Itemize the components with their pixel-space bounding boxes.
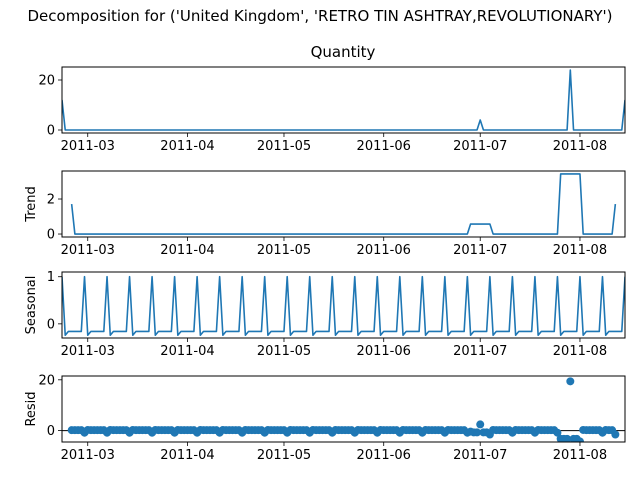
observed-xtick-label: 2011-07 [453,139,507,154]
seasonal-xtick-label: 2011-04 [160,344,214,359]
trend-series-line [70,173,617,235]
trend-data [70,173,617,235]
resid-panel: 0 20 2011-03 2011-04 2011-05 2011-06 2011-07 20… [24,373,626,463]
observed-ytick-label: 0 [47,124,55,139]
observed-xtick-label: 2011-08 [553,139,607,154]
seasonal-axes-frame [61,271,626,339]
observed-ytick-label: 20 [38,74,55,89]
trend-xtick-label: 2011-06 [357,243,411,258]
seasonal-xtick-label: 2011-08 [553,344,607,359]
observed-xtick-label: 2011-04 [160,139,214,154]
resid-xtick-label: 2011-03 [61,448,115,463]
resid-point [473,428,482,437]
seasonal-xtick-label: 2011-07 [453,344,507,359]
trend-ytick-label: 2 [47,193,55,208]
observed-panel: 0 20 2011-03 2011-04 2011-05 2011-06 2011-07 20… [38,66,626,154]
resid-xtick-label: 2011-07 [453,448,507,463]
observed-xtick-label: 2011-03 [61,139,115,154]
seasonal-ylabel: Seasonal [24,276,39,335]
resid-point [566,377,575,386]
observed-panel-title: Quantity [311,43,376,61]
observed-axes-frame [61,66,626,134]
resid-data [62,377,625,442]
trend-xtick-label: 2011-07 [453,243,507,258]
resid-xtick-label: 2011-05 [257,448,311,463]
resid-point [563,434,572,442]
resid-axes-frame [61,375,626,443]
seasonal-ytick-label: 1 [47,270,55,285]
trend-xtick-label: 2011-03 [61,243,115,258]
seasonal-xtick-label: 2011-05 [257,344,311,359]
resid-ytick-label: 0 [47,424,55,439]
observed-series-line [62,69,625,131]
seasonal-ytick-label: 0 [47,317,55,332]
trend-xtick-label: 2011-04 [160,243,214,258]
trend-axes-frame [61,170,626,238]
resid-ylabel: Resid [24,391,39,426]
figure-suptitle: Decomposition for ('United Kingdom', 'RE… [27,7,612,25]
resid-point [553,428,562,437]
resid-xtick-label: 2011-04 [160,448,214,463]
seasonal-series-line [62,275,625,336]
trend-ytick-label: 0 [47,228,55,243]
resid-point [476,420,485,429]
trend-panel: 0 2 2011-03 2011-04 2011-05 2011-06 2011-07 201… [24,170,626,258]
resid-xtick-label: 2011-06 [357,448,411,463]
observed-xtick-label: 2011-06 [357,139,411,154]
resid-ytick-label: 20 [38,373,55,388]
trend-ylabel: Trend [24,186,39,223]
trend-xtick-label: 2011-08 [553,243,607,258]
resid-point [575,437,584,442]
resid-xtick-label: 2011-08 [553,448,607,463]
resid-point [611,430,620,439]
seasonal-data [62,275,625,336]
seasonal-xtick-label: 2011-03 [61,344,115,359]
observed-xtick-label: 2011-05 [257,139,311,154]
trend-xtick-label: 2011-05 [257,243,311,258]
observed-data [62,69,625,131]
seasonal-xtick-label: 2011-06 [357,344,411,359]
seasonal-panel: 0 1 2011-03 2011-04 2011-05 2011-06 2011-07 201… [24,270,626,359]
